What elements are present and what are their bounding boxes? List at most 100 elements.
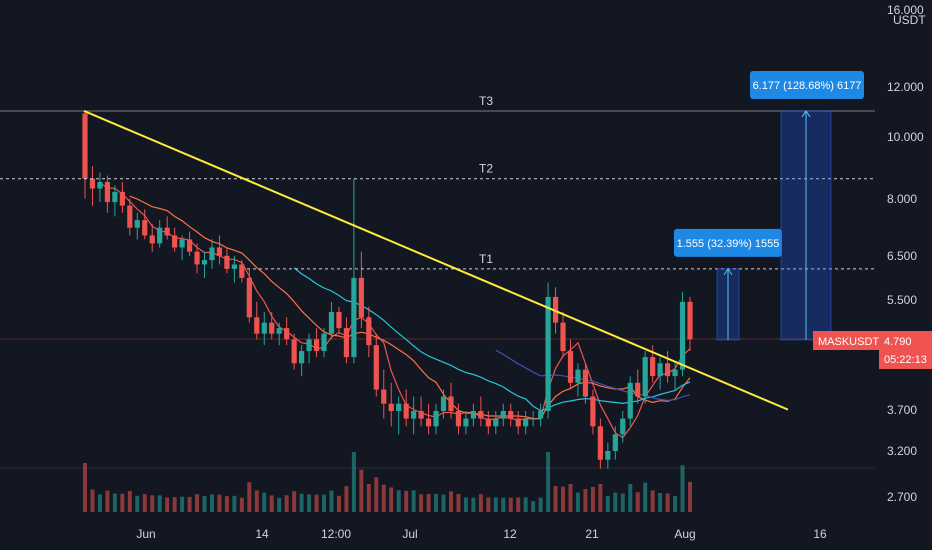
- candle: [508, 403, 514, 427]
- candle: [523, 411, 529, 435]
- volume-bar: [172, 497, 177, 512]
- candle-body: [306, 339, 312, 352]
- y-tick-label: 5.500: [887, 293, 917, 307]
- target-box: 1.555 (32.39%) 1555: [674, 228, 782, 341]
- volume-bar: [351, 452, 356, 512]
- candle-body: [149, 235, 155, 244]
- volume-bar: [673, 496, 678, 512]
- candle-body: [127, 205, 133, 228]
- volume-bar: [426, 493, 431, 512]
- candle-body: [231, 264, 237, 269]
- candle-body: [620, 418, 626, 435]
- volume-bar: [336, 495, 341, 512]
- x-tick-label: Jul: [402, 527, 417, 541]
- volume-bar: [583, 489, 588, 512]
- candle-body: [104, 181, 111, 203]
- candle: [664, 351, 671, 383]
- target-projections[interactable]: 1.555 (32.39%) 1555 6.177 (128.68%) 6177: [674, 70, 864, 341]
- candle-body: [597, 426, 603, 460]
- volume-bar: [411, 490, 416, 512]
- volume-bar: [688, 481, 692, 512]
- candle-body: [530, 418, 536, 420]
- y-tick-label: 3.200: [887, 444, 917, 458]
- candle: [657, 357, 663, 390]
- candle: [478, 396, 484, 427]
- volume-bar: [329, 490, 334, 512]
- candle: [239, 260, 245, 283]
- candle-body: [552, 296, 559, 323]
- volume-bar: [262, 492, 267, 512]
- candle-body: [82, 113, 88, 179]
- volume-bar: [127, 490, 132, 512]
- candle-body: [411, 411, 417, 419]
- candle-body: [119, 191, 125, 206]
- candle-body: [328, 312, 335, 334]
- volume-bar: [650, 490, 655, 512]
- candle-body: [650, 357, 656, 377]
- x-tick-label: Aug: [674, 527, 695, 541]
- candle-body: [388, 403, 394, 412]
- volume-bar: [434, 493, 439, 512]
- volume-bar: [83, 463, 87, 512]
- candle: [485, 411, 491, 435]
- candle-body: [313, 339, 320, 352]
- volume-bar: [598, 484, 603, 512]
- candle-body: [276, 328, 282, 334]
- candle-body: [172, 235, 178, 248]
- volume-bar: [277, 497, 282, 512]
- candle: [246, 268, 252, 323]
- volume-bar: [523, 497, 528, 512]
- candle-body: [142, 220, 148, 236]
- candle-body: [642, 357, 648, 397]
- candle-body: [224, 255, 230, 269]
- symbol-tag: MASKUSDT: [818, 336, 879, 348]
- time-axis[interactable]: Jun 14 12:00 Jul 12 21 Aug 16: [136, 527, 827, 541]
- candle: [172, 227, 178, 252]
- candle: [560, 312, 566, 358]
- volume-bar: [665, 493, 670, 512]
- candle-body: [134, 220, 140, 228]
- y-tick-label: 6.500: [887, 249, 917, 263]
- volume-bar: [486, 497, 491, 512]
- x-tick-label: 12:00: [321, 527, 351, 541]
- candle: [590, 389, 596, 435]
- trendline[interactable]: [83, 110, 789, 411]
- volume-bar: [195, 494, 200, 512]
- candle: [284, 317, 290, 346]
- candle: [321, 328, 327, 358]
- candle-body: [396, 403, 402, 412]
- candle: [418, 396, 424, 427]
- candle: [500, 403, 506, 427]
- volume-bar: [381, 484, 386, 512]
- volume-bar: [217, 494, 222, 512]
- arrow-head: [801, 110, 811, 118]
- candle: [470, 403, 476, 427]
- price-axis[interactable]: USDT 16.000 12.000 10.000 8.000 6.500 5.500 3.…: [887, 3, 926, 504]
- candle-body: [500, 411, 506, 419]
- level-label: T2: [479, 162, 493, 176]
- volume-bar: [105, 490, 110, 512]
- trendline-segment: [83, 110, 789, 411]
- candle-body: [299, 351, 305, 364]
- candle-body: [493, 418, 499, 427]
- candle: [463, 411, 469, 435]
- candle: [209, 239, 215, 269]
- volume-bar: [239, 497, 244, 512]
- y-tick-label: 12.000: [887, 80, 924, 94]
- candle-body: [321, 333, 327, 352]
- candle-body: [209, 247, 215, 261]
- candle: [567, 339, 574, 390]
- volume-bar: [516, 497, 521, 512]
- volume-bar: [463, 497, 468, 512]
- candle: [448, 382, 454, 419]
- candle-body: [89, 178, 96, 189]
- x-tick-label: 21: [585, 527, 599, 541]
- candle-body: [291, 339, 297, 364]
- candle-body: [366, 317, 372, 346]
- candle-body: [418, 411, 424, 419]
- candle-body: [470, 411, 476, 419]
- candle-body: [515, 418, 521, 427]
- y-tick-label: 2.700: [887, 490, 917, 504]
- candle: [627, 376, 633, 427]
